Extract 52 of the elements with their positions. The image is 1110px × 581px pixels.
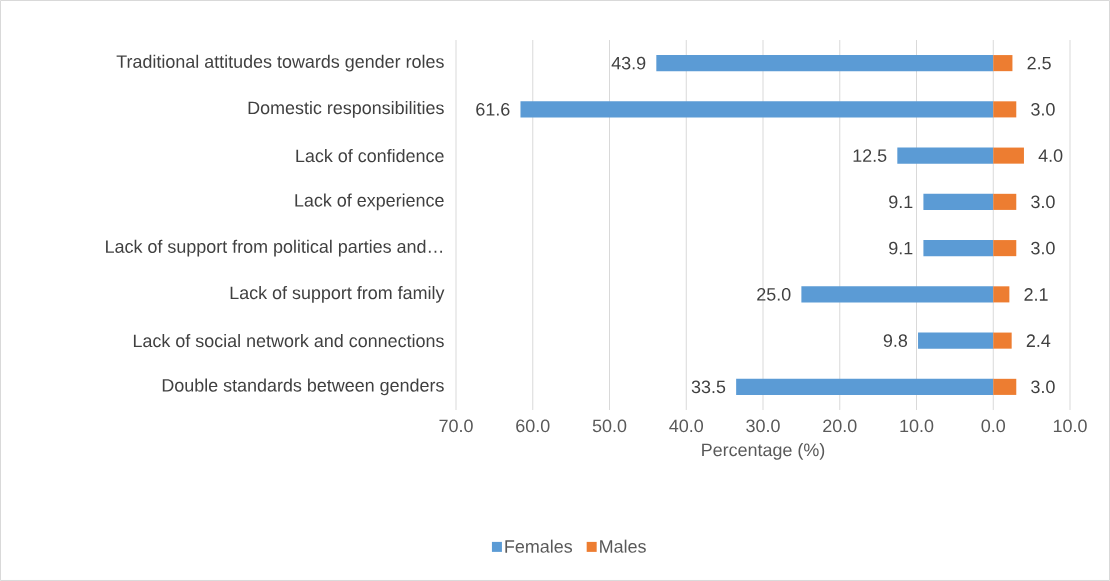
x-tick-label: 70.0: [439, 419, 473, 433]
data-label: 12.5: [853, 149, 887, 162]
y-tick-label: Lack of confidence: [296, 149, 444, 163]
data-label: 9.8: [883, 334, 908, 347]
bar: [520, 101, 994, 118]
data-label: 3.0: [1031, 103, 1055, 116]
y-tick-label: Lack of support from family: [230, 286, 445, 303]
data-label: 2.4: [1026, 334, 1051, 347]
bar: [736, 378, 994, 395]
x-axis-title: Percentage (%): [702, 443, 825, 460]
bar: [656, 55, 994, 72]
legend-label: Males: [600, 539, 646, 553]
data-label: 9.1: [889, 241, 913, 255]
y-tick-label: Lack of social network and connections: [133, 334, 444, 348]
x-tick-label: 30.0: [746, 419, 780, 433]
bar: [923, 193, 994, 210]
data-label: 3.0: [1031, 241, 1055, 255]
legend-label: Females: [505, 539, 573, 553]
x-tick-label: 50.0: [592, 419, 627, 433]
bar: [993, 193, 1017, 210]
bar: [993, 101, 1017, 118]
x-tick-label: 10.0: [900, 419, 934, 433]
y-tick-label: Traditional attitudes towards gender roles: [116, 54, 444, 72]
data-label: 33.5: [691, 380, 726, 394]
bar: [993, 147, 1024, 164]
x-tick-label: 0.0: [981, 419, 1006, 433]
bar: [993, 286, 1010, 303]
data-label: 3.0: [1031, 195, 1055, 209]
x-tick-label: 20.0: [823, 419, 857, 433]
data-label: 25.0: [757, 288, 791, 301]
x-tick-label: 60.0: [516, 419, 550, 433]
bar: [923, 240, 994, 257]
data-label: 3.0: [1031, 380, 1055, 394]
x-tick-label: 40.0: [669, 419, 704, 433]
x-tick-label: 10.0: [1053, 419, 1087, 433]
bar: [993, 240, 1017, 257]
bar: [897, 147, 994, 164]
data-label: 4.0: [1038, 149, 1063, 162]
bar: [993, 55, 1013, 72]
data-label: 43.9: [611, 56, 646, 70]
data-label: 9.1: [889, 195, 913, 209]
data-label: 2.5: [1027, 56, 1051, 70]
y-tick-label: Domestic responsibilities: [248, 101, 444, 118]
bar: [993, 332, 1012, 349]
y-tick-label: Double standards between genders: [162, 378, 444, 396]
bar: [993, 378, 1017, 395]
data-label: 2.1: [1024, 288, 1048, 301]
bar: [801, 286, 994, 303]
bar: [918, 332, 994, 349]
y-tick-label: Lack of experience: [295, 193, 444, 211]
y-tick-label: Lack of support from political parties and…: [106, 239, 442, 257]
data-label: 61.6: [476, 103, 510, 116]
